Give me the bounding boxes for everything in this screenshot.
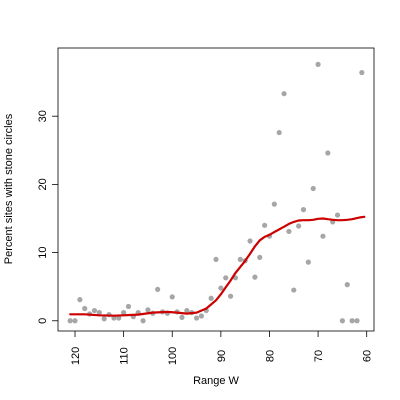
data-point: [325, 150, 331, 156]
plot-frame: [57, 47, 375, 332]
data-point: [271, 201, 277, 207]
smooth-trend-line: [69, 215, 366, 317]
data-point: [193, 315, 200, 321]
data-point: [227, 293, 234, 299]
data-point: [198, 313, 205, 319]
data-point: [237, 256, 243, 262]
data-point: [300, 207, 307, 213]
y-tick-label: 20: [37, 178, 49, 190]
data-point: [184, 307, 190, 314]
data-point: [281, 91, 287, 97]
data-point: [82, 305, 88, 312]
data-point: [169, 294, 175, 300]
data-point: [223, 275, 229, 281]
x-tick-label: 90: [216, 350, 228, 362]
data-point: [320, 233, 326, 239]
y-axis-title: Percent sites with stone circles: [3, 113, 15, 264]
data-point: [213, 256, 219, 262]
data-point: [67, 318, 73, 324]
y-tick-label: 10: [37, 246, 49, 258]
data-point: [339, 318, 345, 324]
data-point: [354, 318, 360, 324]
data-points: [67, 61, 365, 324]
x-tick-label: 100: [167, 347, 179, 365]
data-point: [305, 259, 311, 265]
data-point: [296, 223, 302, 229]
x-tick-label: 60: [362, 350, 374, 362]
data-point: [349, 318, 355, 324]
data-point: [121, 309, 127, 316]
data-point: [96, 309, 102, 316]
data-point: [310, 185, 316, 192]
data-point: [77, 297, 83, 303]
data-point: [334, 212, 341, 218]
data-point: [91, 307, 98, 314]
data-point: [257, 254, 263, 260]
data-point: [218, 285, 224, 291]
data-point: [208, 295, 214, 301]
data-point: [276, 129, 282, 136]
x-tick-label: 110: [119, 347, 131, 365]
x-axis-title: Range W: [193, 375, 239, 387]
data-point: [291, 287, 297, 293]
data-point: [155, 286, 161, 293]
data-point: [125, 303, 132, 310]
data-point: [247, 238, 253, 244]
x-tick-label: 70: [313, 350, 325, 362]
data-point: [262, 222, 268, 228]
smooth-curve-layer: [69, 215, 366, 317]
data-point: [179, 314, 185, 320]
axes: 0 10 20 30 120 110 100 90 80 70 60: [37, 110, 374, 365]
data-point: [140, 318, 146, 324]
data-point: [315, 61, 321, 67]
data-point: [252, 274, 258, 280]
data-point: [101, 316, 107, 322]
data-point: [145, 307, 151, 313]
data-point: [116, 315, 122, 321]
data-point: [286, 228, 292, 235]
data-point: [359, 69, 365, 76]
data-point: [344, 282, 350, 288]
x-tick-label: 80: [264, 350, 276, 362]
y-tick-label: 0: [37, 318, 49, 324]
y-tick-label: 30: [37, 110, 49, 122]
x-tick-label: 120: [70, 347, 82, 365]
data-point: [72, 318, 78, 324]
